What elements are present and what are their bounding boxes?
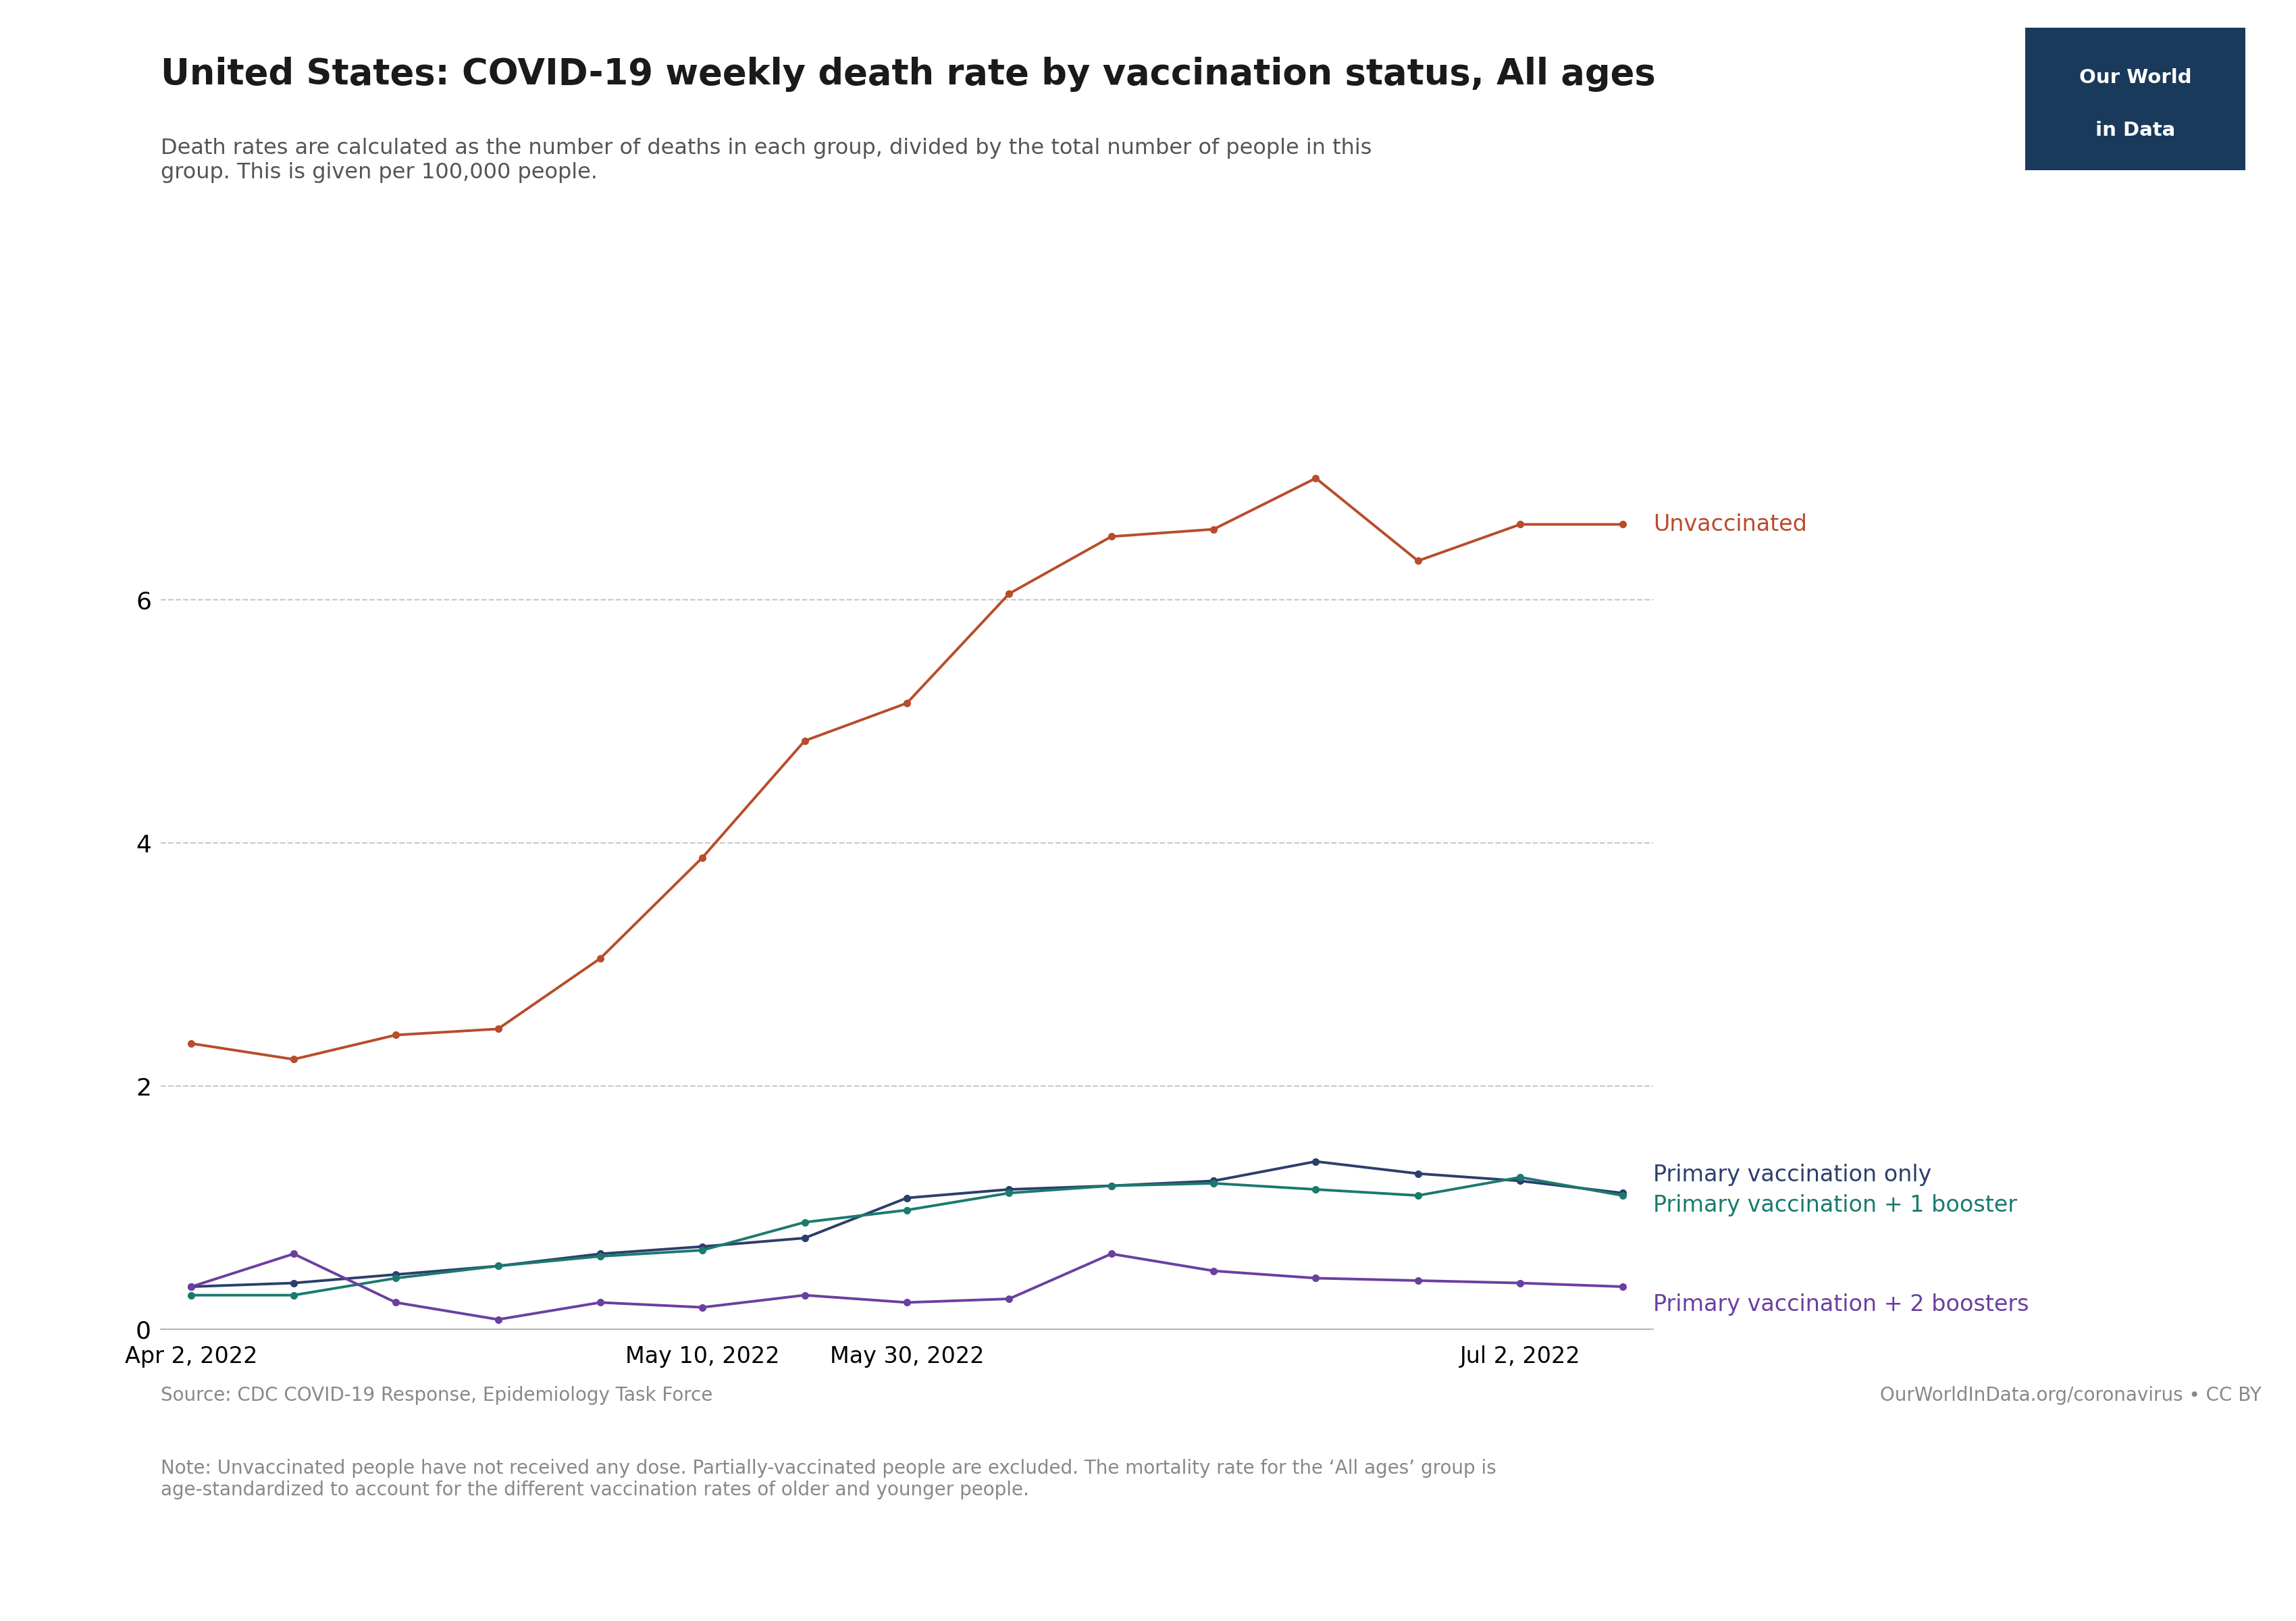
Text: Our World: Our World [2078, 68, 2193, 88]
Text: Source: CDC COVID-19 Response, Epidemiology Task Force: Source: CDC COVID-19 Response, Epidemiol… [161, 1386, 712, 1405]
Text: OurWorldInData.org/coronavirus • CC BY: OurWorldInData.org/coronavirus • CC BY [1880, 1386, 2262, 1405]
Text: in Data: in Data [2096, 122, 2174, 139]
Text: Unvaccinated: Unvaccinated [1653, 514, 1807, 535]
Text: Primary vaccination only: Primary vaccination only [1653, 1164, 1931, 1187]
Text: Death rates are calculated as the number of deaths in each group, divided by the: Death rates are calculated as the number… [161, 138, 1371, 183]
Text: United States: COVID-19 weekly death rate by vaccination status, All ages: United States: COVID-19 weekly death rat… [161, 57, 1655, 92]
FancyBboxPatch shape [2025, 28, 2245, 170]
Text: Primary vaccination + 1 booster: Primary vaccination + 1 booster [1653, 1195, 2018, 1216]
Text: Primary vaccination + 2 boosters: Primary vaccination + 2 boosters [1653, 1294, 2030, 1316]
Text: Note: Unvaccinated people have not received any dose. Partially-vaccinated peopl: Note: Unvaccinated people have not recei… [161, 1459, 1497, 1499]
